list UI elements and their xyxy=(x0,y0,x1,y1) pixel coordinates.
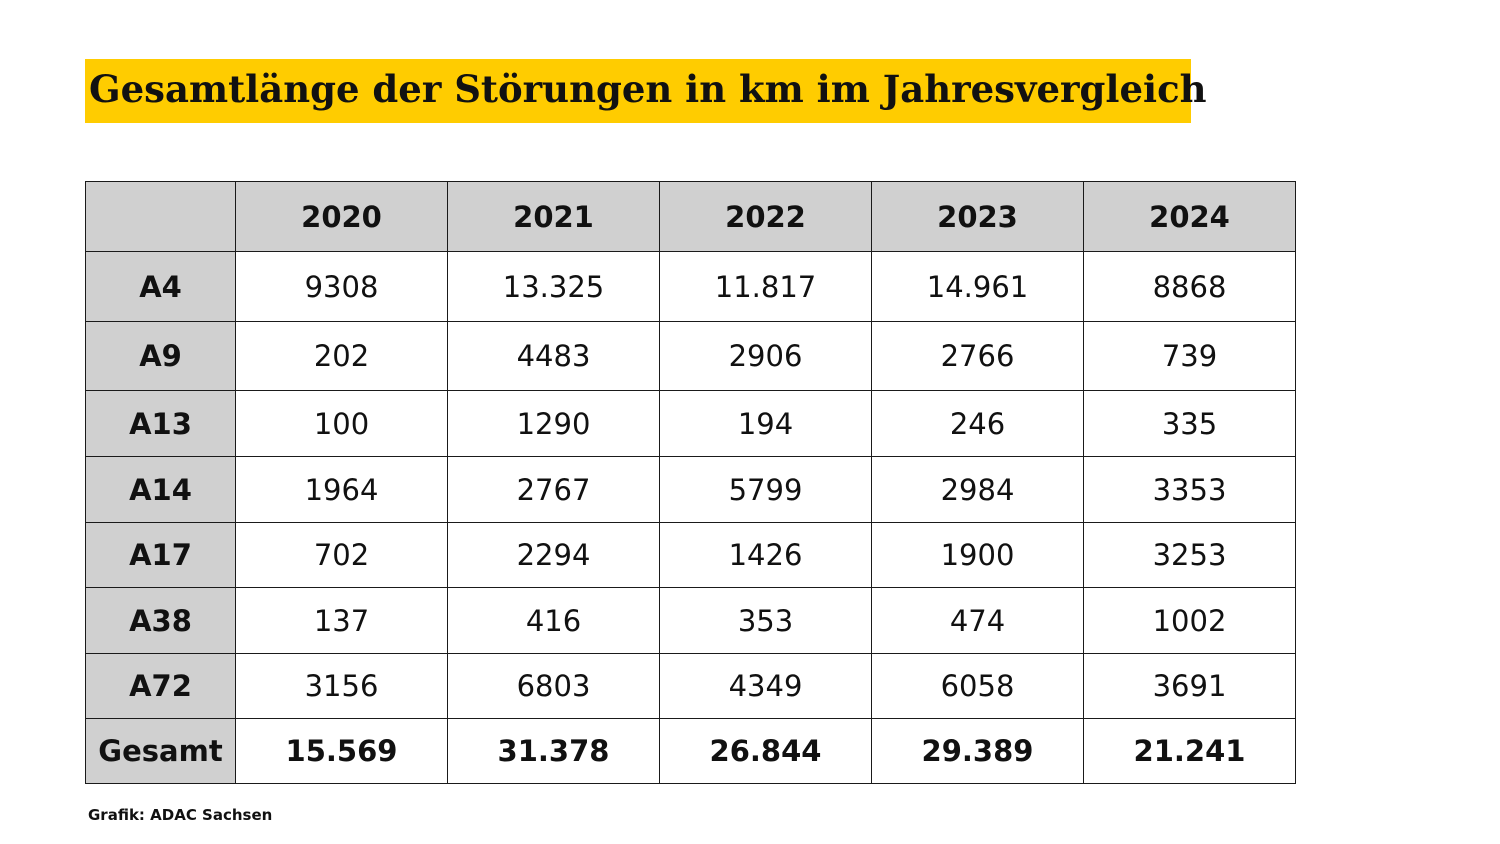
table-cell: 3353 xyxy=(1083,456,1296,523)
row-header-a17: A17 xyxy=(85,522,236,588)
table-cell: 246 xyxy=(871,390,1084,457)
table-row-a14: A14 1964 2767 5799 2984 3353 xyxy=(85,456,1296,523)
title-banner: Gesamtlänge der Störungen in km im Jahre… xyxy=(85,59,1207,123)
total-cell: 26.844 xyxy=(659,718,872,784)
table-cell: 194 xyxy=(659,390,872,457)
source-credit: Grafik: ADAC Sachsen xyxy=(88,806,273,824)
table-cell: 3156 xyxy=(235,653,448,719)
table-cell: 9308 xyxy=(235,251,448,322)
table-cell: 202 xyxy=(235,321,448,391)
table-cell: 2766 xyxy=(871,321,1084,391)
column-header-2021: 2021 xyxy=(447,181,660,252)
table-cell: 474 xyxy=(871,587,1084,654)
table-cell: 1002 xyxy=(1083,587,1296,654)
row-header-a13: A13 xyxy=(85,390,236,457)
table-cell: 2767 xyxy=(447,456,660,523)
table-cell: 4349 xyxy=(659,653,872,719)
table-cell: 14.961 xyxy=(871,251,1084,322)
total-cell: 21.241 xyxy=(1083,718,1296,784)
table-cell: 416 xyxy=(447,587,660,654)
table-cell: 6803 xyxy=(447,653,660,719)
table-cell: 3253 xyxy=(1083,522,1296,588)
table-row-a38: A38 137 416 353 474 1002 xyxy=(85,587,1296,654)
row-header-total: Gesamt xyxy=(85,718,236,784)
total-cell: 15.569 xyxy=(235,718,448,784)
table-cell: 3691 xyxy=(1083,653,1296,719)
table-cell: 100 xyxy=(235,390,448,457)
table-cell: 1900 xyxy=(871,522,1084,588)
table-cell: 353 xyxy=(659,587,872,654)
corner-cell xyxy=(85,181,236,252)
row-header-a38: A38 xyxy=(85,587,236,654)
row-header-a9: A9 xyxy=(85,321,236,391)
table-cell: 1426 xyxy=(659,522,872,588)
table-cell: 1290 xyxy=(447,390,660,457)
table-cell: 4483 xyxy=(447,321,660,391)
column-header-2023: 2023 xyxy=(871,181,1084,252)
table-row-a72: A72 3156 6803 4349 6058 3691 xyxy=(85,653,1296,719)
data-table: 2020 2021 2022 2023 2024 A4 9308 13.325 … xyxy=(85,181,1296,784)
table-cell: 11.817 xyxy=(659,251,872,322)
table-cell: 8868 xyxy=(1083,251,1296,322)
table-cell: 5799 xyxy=(659,456,872,523)
row-header-a72: A72 xyxy=(85,653,236,719)
table-cell: 739 xyxy=(1083,321,1296,391)
row-header-a14: A14 xyxy=(85,456,236,523)
column-header-2020: 2020 xyxy=(235,181,448,252)
column-header-2024: 2024 xyxy=(1083,181,1296,252)
table-cell: 2294 xyxy=(447,522,660,588)
table-row-a17: A17 702 2294 1426 1900 3253 xyxy=(85,522,1296,588)
table-row-a13: A13 100 1290 194 246 335 xyxy=(85,390,1296,457)
table-cell: 1964 xyxy=(235,456,448,523)
row-header-a4: A4 xyxy=(85,251,236,322)
table-cell: 335 xyxy=(1083,390,1296,457)
table-row-a9: A9 202 4483 2906 2766 739 xyxy=(85,321,1296,391)
table-cell: 2906 xyxy=(659,321,872,391)
table-cell: 6058 xyxy=(871,653,1084,719)
header-row: 2020 2021 2022 2023 2024 xyxy=(85,181,1296,252)
total-cell: 29.389 xyxy=(871,718,1084,784)
table-cell: 13.325 xyxy=(447,251,660,322)
column-header-2022: 2022 xyxy=(659,181,872,252)
total-cell: 31.378 xyxy=(447,718,660,784)
table-cell: 2984 xyxy=(871,456,1084,523)
table-cell: 137 xyxy=(235,587,448,654)
page-title: Gesamtlänge der Störungen in km im Jahre… xyxy=(89,67,1207,111)
table-cell: 702 xyxy=(235,522,448,588)
table-row-total: Gesamt 15.569 31.378 26.844 29.389 21.24… xyxy=(85,718,1296,784)
table-row-a4: A4 9308 13.325 11.817 14.961 8868 xyxy=(85,251,1296,322)
